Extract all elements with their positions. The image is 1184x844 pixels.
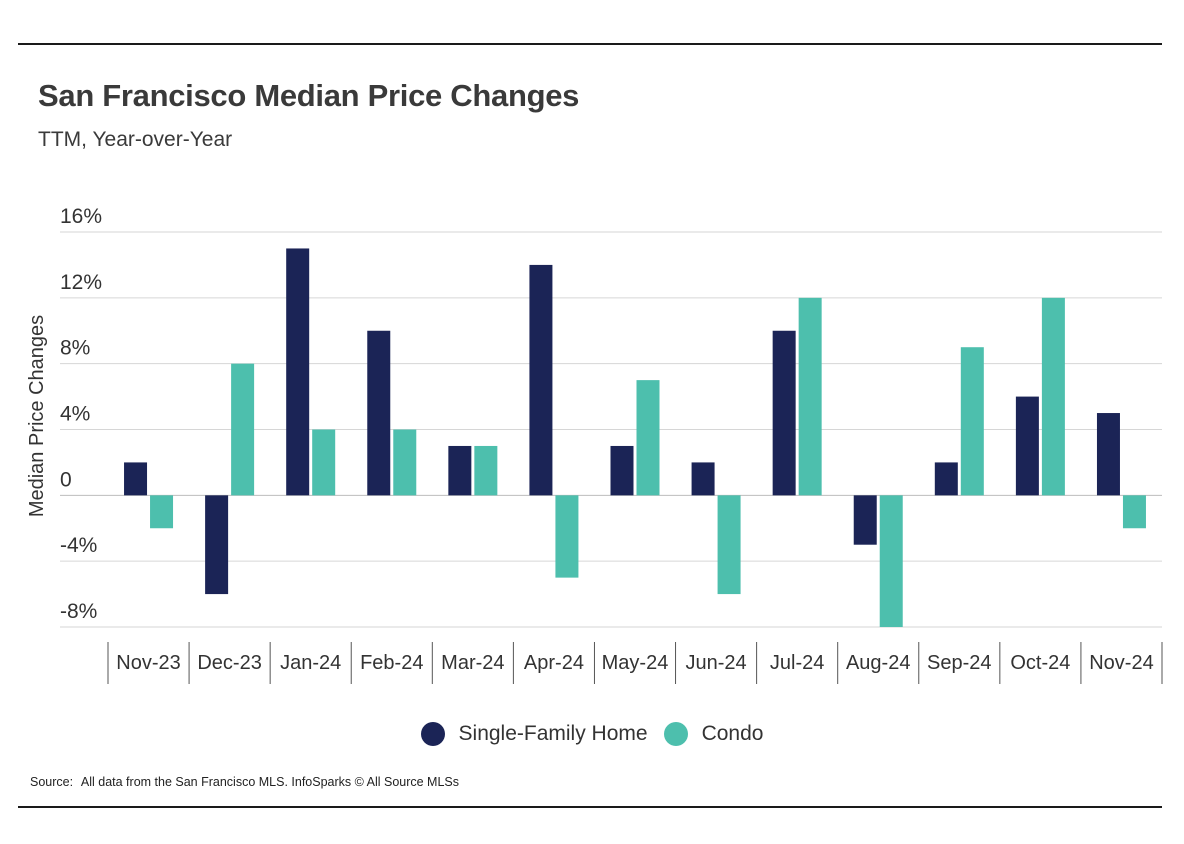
legend-item-condo[interactable]: Condo (663, 722, 764, 746)
bar-single-family (772, 330, 796, 496)
bar-single-family (1015, 396, 1039, 496)
legend: Single-Family Home Condo (0, 722, 1184, 746)
legend-swatch-single-family (420, 722, 445, 746)
bar-condo (1122, 495, 1146, 529)
x-tick-label: Apr-24 (524, 652, 584, 674)
bar-condo (960, 347, 984, 496)
bar-condo (231, 363, 255, 496)
source-note: Source: All data from the San Francisco … (30, 775, 464, 789)
bar-condo (879, 495, 903, 627)
legend-swatch-condo (663, 722, 688, 746)
y-tick-label: 16% (60, 205, 102, 228)
x-tick-label: Dec-23 (197, 652, 261, 674)
bar-single-family (367, 330, 391, 496)
bar-single-family (286, 248, 310, 496)
y-tick-label: -8% (60, 600, 97, 623)
y-tick-label: 4% (60, 403, 90, 426)
chart-title: San Francisco Median Price Changes (38, 78, 580, 113)
top-rule (18, 43, 1162, 45)
source-prefix: Source: (30, 775, 74, 789)
bar-single-family (124, 462, 148, 496)
y-tick-label: 0 (60, 468, 72, 491)
x-tick-label: Feb-24 (360, 652, 423, 674)
bar-condo (312, 429, 336, 496)
bar-single-family (934, 462, 958, 496)
bar-single-family (691, 462, 715, 496)
bar-single-family (853, 495, 877, 545)
legend-label-condo: Condo (701, 722, 764, 745)
y-axis-label: Median Price Changes (26, 315, 48, 517)
bar-condo (555, 495, 579, 578)
source-text: All data from the San Francisco MLS. Inf… (80, 775, 460, 789)
x-tick-label: Mar-24 (441, 652, 504, 674)
y-tick-label: 8% (60, 337, 90, 360)
bottom-rule (18, 806, 1162, 808)
y-tick-label: 12% (60, 271, 102, 294)
x-tick-label: Nov-24 (1089, 652, 1153, 674)
bar-condo (717, 495, 741, 595)
x-tick-label: Jul-24 (770, 652, 824, 674)
bar-condo (393, 429, 417, 496)
chart-subtitle: TTM, Year-over-Year (38, 128, 233, 151)
bar-condo (798, 297, 822, 496)
bar-single-family (610, 445, 634, 496)
bar-condo (474, 445, 498, 496)
y-tick-label: -4% (60, 534, 97, 557)
bar-condo (150, 495, 174, 529)
x-tick-label: Jan-24 (280, 652, 341, 674)
x-tick-label: Jun-24 (685, 652, 746, 674)
x-tick-label: May-24 (602, 652, 669, 674)
x-tick-label: Aug-24 (846, 652, 911, 674)
x-tick-label: Sep-24 (927, 652, 992, 674)
bar-single-family (529, 264, 553, 496)
x-tick-label: Nov-23 (116, 652, 180, 674)
bar-condo (636, 380, 660, 496)
bar-single-family (205, 495, 229, 595)
legend-label-single-family: Single-Family Home (458, 722, 648, 745)
x-tick-label: Oct-24 (1010, 652, 1070, 674)
bar-single-family (448, 445, 472, 496)
legend-item-single-family[interactable]: Single-Family Home (420, 722, 648, 746)
bar-single-family (1096, 413, 1120, 496)
bar-condo (1041, 297, 1065, 496)
